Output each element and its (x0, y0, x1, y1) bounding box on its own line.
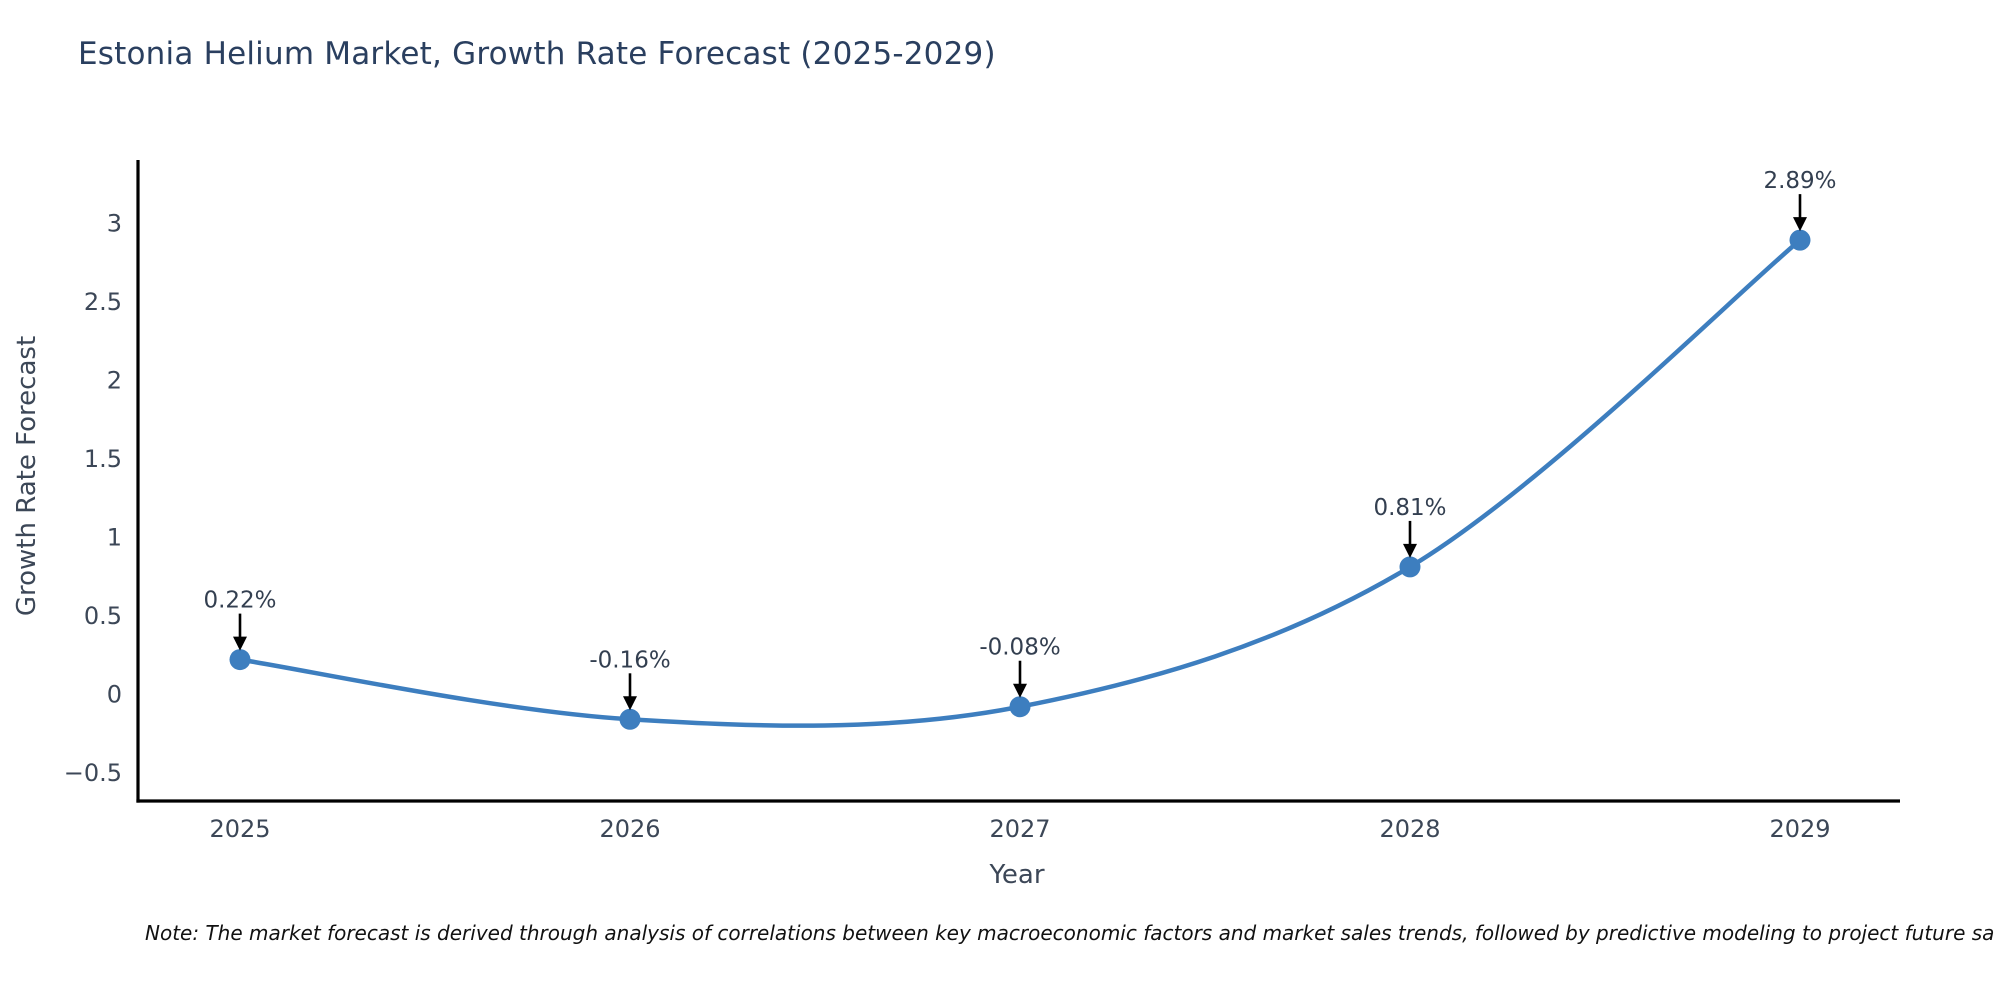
annotation-arrowhead (623, 696, 637, 711)
y-tick-label: 3 (107, 209, 122, 237)
y-tick-label: 0.5 (84, 602, 122, 630)
y-tick-label: 1.5 (84, 445, 122, 473)
x-axis-title: Year (989, 860, 1045, 890)
x-tick-label: 2029 (1769, 815, 1830, 843)
annotation-arrowhead (1013, 683, 1027, 698)
data-point (1399, 556, 1421, 578)
footnote: Note: The market forecast is derived thr… (145, 921, 1995, 945)
x-tick-label: 2028 (1379, 815, 1440, 843)
series-line (237, 237, 1803, 728)
y-tick-label: 0 (107, 681, 122, 709)
y-tick-label: 2.5 (84, 288, 122, 316)
data-label: 2.89% (1763, 168, 1836, 194)
x-tick-label: 2026 (599, 815, 660, 843)
chart-title: Estonia Helium Market, Growth Rate Forec… (78, 36, 996, 72)
annotation-arrowhead (1793, 217, 1807, 232)
y-tick-label: 2 (107, 366, 122, 394)
y-axis-title: Growth Rate Forecast (12, 335, 42, 617)
data-label: 0.22% (203, 588, 276, 614)
annotation-arrowhead (233, 636, 247, 651)
data-point (1009, 696, 1031, 718)
data-label: 0.81% (1373, 495, 1446, 521)
annotation-arrowhead (1403, 543, 1417, 558)
data-label: -0.08% (979, 635, 1060, 661)
x-tick-label: 2025 (209, 815, 270, 843)
data-point (619, 708, 641, 730)
data-label: -0.16% (589, 647, 670, 673)
data-point (1789, 229, 1811, 251)
data-point (229, 649, 251, 671)
y-tick-label: −0.5 (64, 759, 122, 787)
y-tick-label: 1 (107, 524, 122, 552)
x-tick-label: 2027 (989, 815, 1050, 843)
